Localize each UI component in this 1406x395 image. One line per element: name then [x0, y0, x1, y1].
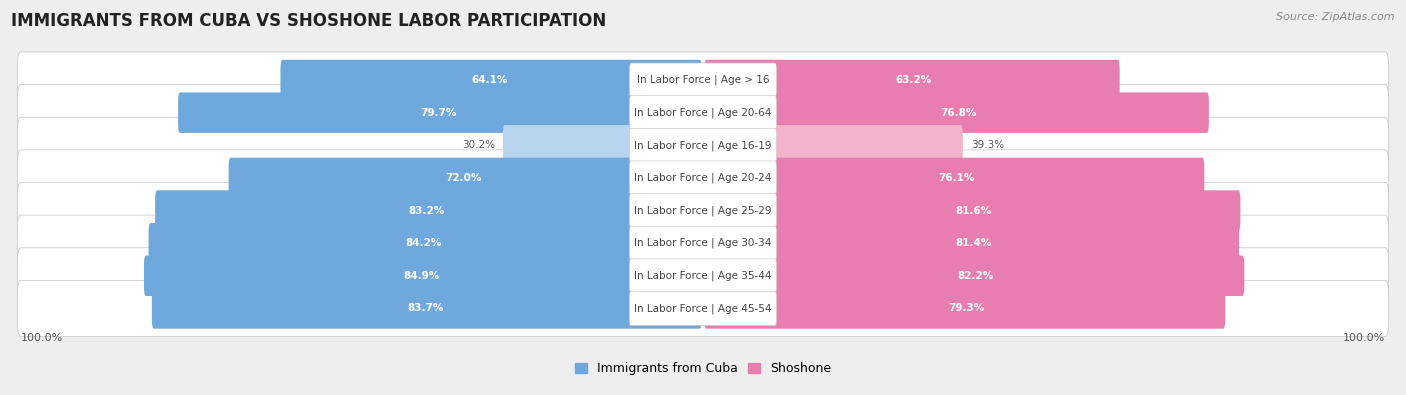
Text: In Labor Force | Age 35-44: In Labor Force | Age 35-44 — [634, 271, 772, 281]
FancyBboxPatch shape — [17, 150, 1389, 206]
FancyBboxPatch shape — [704, 256, 1244, 296]
Text: In Labor Force | Age 20-24: In Labor Force | Age 20-24 — [634, 173, 772, 183]
FancyBboxPatch shape — [630, 128, 776, 162]
FancyBboxPatch shape — [704, 92, 1209, 133]
Text: 84.9%: 84.9% — [404, 271, 439, 281]
FancyBboxPatch shape — [17, 248, 1389, 304]
FancyBboxPatch shape — [630, 226, 776, 260]
Text: 100.0%: 100.0% — [1343, 333, 1385, 343]
FancyBboxPatch shape — [17, 182, 1389, 239]
Text: In Labor Force | Age 16-19: In Labor Force | Age 16-19 — [634, 140, 772, 150]
Text: In Labor Force | Age > 16: In Labor Force | Age > 16 — [637, 75, 769, 85]
FancyBboxPatch shape — [630, 161, 776, 195]
FancyBboxPatch shape — [17, 52, 1389, 108]
Text: 81.6%: 81.6% — [956, 205, 993, 216]
FancyBboxPatch shape — [704, 288, 1225, 329]
FancyBboxPatch shape — [155, 190, 702, 231]
Text: 79.7%: 79.7% — [420, 108, 457, 118]
Text: 100.0%: 100.0% — [21, 333, 63, 343]
FancyBboxPatch shape — [152, 288, 702, 329]
Legend: Immigrants from Cuba, Shoshone: Immigrants from Cuba, Shoshone — [569, 357, 837, 380]
FancyBboxPatch shape — [17, 117, 1389, 173]
Text: 82.2%: 82.2% — [957, 271, 994, 281]
FancyBboxPatch shape — [503, 125, 702, 166]
Text: 64.1%: 64.1% — [471, 75, 508, 85]
Text: 76.1%: 76.1% — [938, 173, 974, 183]
Text: In Labor Force | Age 25-29: In Labor Force | Age 25-29 — [634, 205, 772, 216]
Text: 30.2%: 30.2% — [463, 140, 495, 150]
Text: IMMIGRANTS FROM CUBA VS SHOSHONE LABOR PARTICIPATION: IMMIGRANTS FROM CUBA VS SHOSHONE LABOR P… — [11, 12, 606, 30]
Text: Source: ZipAtlas.com: Source: ZipAtlas.com — [1277, 12, 1395, 22]
FancyBboxPatch shape — [143, 256, 702, 296]
FancyBboxPatch shape — [17, 215, 1389, 271]
Text: 84.2%: 84.2% — [405, 238, 441, 248]
FancyBboxPatch shape — [630, 96, 776, 130]
FancyBboxPatch shape — [704, 60, 1119, 100]
FancyBboxPatch shape — [17, 85, 1389, 141]
Text: In Labor Force | Age 20-64: In Labor Force | Age 20-64 — [634, 107, 772, 118]
Text: 81.4%: 81.4% — [955, 238, 991, 248]
FancyBboxPatch shape — [179, 92, 702, 133]
FancyBboxPatch shape — [704, 125, 963, 166]
Text: 79.3%: 79.3% — [948, 303, 984, 314]
FancyBboxPatch shape — [229, 158, 702, 198]
FancyBboxPatch shape — [17, 280, 1389, 337]
FancyBboxPatch shape — [149, 223, 702, 263]
FancyBboxPatch shape — [630, 259, 776, 293]
FancyBboxPatch shape — [630, 292, 776, 325]
Text: In Labor Force | Age 30-34: In Labor Force | Age 30-34 — [634, 238, 772, 248]
FancyBboxPatch shape — [630, 194, 776, 228]
Text: In Labor Force | Age 45-54: In Labor Force | Age 45-54 — [634, 303, 772, 314]
Text: 39.3%: 39.3% — [970, 140, 1004, 150]
Text: 83.2%: 83.2% — [409, 205, 444, 216]
FancyBboxPatch shape — [704, 158, 1205, 198]
Text: 63.2%: 63.2% — [896, 75, 932, 85]
Text: 76.8%: 76.8% — [941, 108, 976, 118]
Text: 83.7%: 83.7% — [406, 303, 443, 314]
FancyBboxPatch shape — [704, 190, 1240, 231]
Text: 72.0%: 72.0% — [446, 173, 482, 183]
FancyBboxPatch shape — [280, 60, 702, 100]
FancyBboxPatch shape — [704, 223, 1239, 263]
FancyBboxPatch shape — [630, 63, 776, 97]
